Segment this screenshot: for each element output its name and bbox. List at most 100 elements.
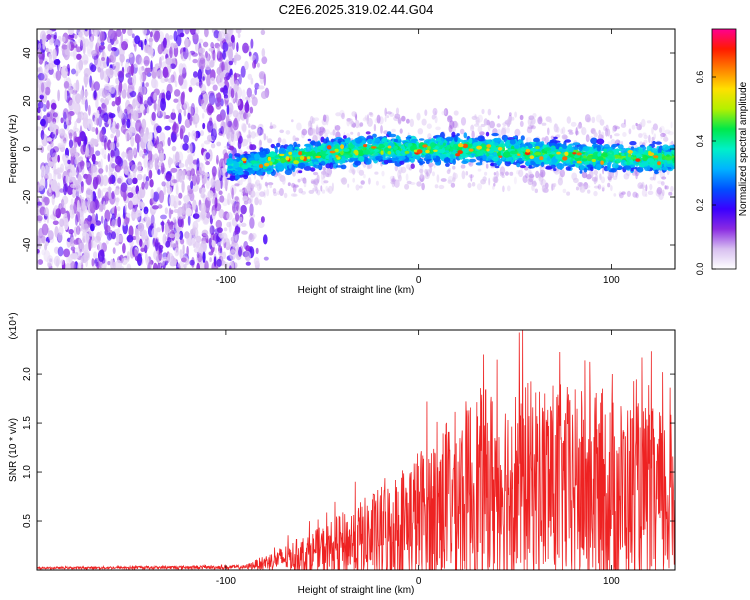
spectrogram-cell [575, 186, 580, 191]
spectrogram-cell [108, 186, 112, 200]
spectrogram-cell [596, 138, 605, 145]
spectrogram-cell [216, 258, 222, 267]
spectrogram-cell [309, 115, 314, 125]
spectrogram-cell [133, 97, 136, 104]
spectrogram-cell [269, 183, 273, 189]
spectrogram-cell [527, 171, 534, 180]
spectrogram-cell [233, 83, 239, 93]
spectrogram-cell [165, 240, 171, 248]
spectrogram-cell [474, 114, 477, 119]
spectrogram-cell [553, 136, 558, 140]
spectrogram-cell [111, 163, 116, 169]
spectrogram-cell [192, 213, 200, 220]
spectrogram-cell [108, 113, 116, 119]
spectrogram-cell [101, 147, 107, 159]
spectrogram-cell [138, 56, 143, 65]
spectrogram-cell [170, 42, 175, 49]
spectrogram-cell [74, 157, 79, 165]
spectrogram-cell [144, 38, 147, 46]
spectrogram-cell [72, 102, 80, 113]
spectrogram-cell [49, 148, 56, 158]
spectrogram-cell [87, 215, 92, 222]
spectrogram-cell [91, 154, 96, 163]
spectrogram-cell [419, 155, 426, 158]
spectrogram-cell [547, 127, 550, 136]
spectrogram-cell [92, 176, 98, 190]
spectrogram-cell [619, 192, 624, 199]
spectrogram-cell [359, 122, 364, 127]
spectrogram-cell [460, 164, 466, 169]
spectrogram-cell [176, 103, 181, 111]
spectrogram-cell [421, 118, 427, 126]
spectrogram-cell [83, 60, 88, 64]
spectrogram-cell [95, 127, 99, 135]
spectrogram-cell [177, 207, 181, 218]
spectrogram-cell [44, 178, 48, 190]
spectrogram-cell [483, 118, 488, 126]
spectrogram-cell [116, 122, 120, 130]
spectrogram-cell [584, 185, 591, 189]
spectrogram-cell [237, 131, 240, 138]
spectrogram-cell [293, 184, 299, 188]
spectrogram-cell [93, 81, 100, 91]
spectrogram-cell [102, 174, 109, 187]
spectrogram-cell [180, 238, 185, 245]
spectrogram-cell [207, 190, 214, 199]
spectrogram-cell [154, 99, 157, 112]
spectrogram-cell [89, 36, 93, 47]
spectrogram-cell [528, 164, 532, 169]
spectrogram-cell [140, 128, 144, 138]
spectrogram-cell [239, 189, 244, 193]
spectrogram-cell [256, 62, 260, 68]
spectrogram-cell [99, 31, 105, 44]
spectrogram-cell [178, 230, 184, 241]
spectrogram-cell [115, 259, 122, 269]
spectrogram-cell [65, 174, 70, 184]
spectrogram-cell [226, 221, 232, 228]
spectrogram-cell [241, 138, 249, 147]
spectrogram-cell [213, 256, 217, 267]
spectrogram-cell [609, 134, 613, 139]
spectrogram-cell [115, 197, 119, 207]
spectrogram-cell [670, 121, 673, 129]
spectrogram-cell [622, 132, 627, 137]
spectrogram-cell [164, 222, 169, 235]
spectrogram-cell [249, 54, 257, 61]
spectrogram-cell [132, 185, 136, 190]
spectrogram-cell [83, 90, 89, 97]
spectrogram-cell [174, 89, 181, 97]
spectrogram-cell [182, 67, 187, 79]
spectrogram-cell [100, 215, 104, 224]
spectrogram-cell [105, 223, 108, 236]
spectrogram-cell [664, 134, 668, 143]
spectrogram-cell [165, 174, 172, 180]
spectrogram-cell [83, 29, 90, 37]
spectrogram-cell [154, 238, 159, 252]
spectrogram-cell [212, 84, 218, 91]
spectrogram-cell [137, 222, 145, 232]
spectrogram-cell [426, 171, 429, 178]
spectrogram-cell [53, 59, 61, 65]
spectrogram-cell [80, 160, 85, 170]
spectrogram-cell [142, 29, 147, 36]
spectrogram-cell [322, 166, 326, 171]
spectrogram-cell [565, 166, 571, 171]
spectrogram-cell [664, 185, 667, 190]
spectrogram-cell [68, 229, 74, 235]
spectrogram-cell [253, 257, 260, 266]
spectrogram-cell [352, 177, 356, 183]
spectrogram-cell [649, 183, 653, 191]
spectrogram-cell [247, 97, 251, 103]
spectrogram-cell [263, 234, 268, 245]
spectrogram-cell [122, 159, 128, 171]
spectrogram-cell [382, 185, 386, 189]
spectrogram-cell [47, 230, 54, 241]
spectrogram-cell [227, 192, 231, 206]
spectrogram-cell [69, 183, 77, 189]
spectrogram-cell [177, 263, 181, 268]
spectrogram-cell [37, 73, 45, 81]
spectrogram-cell [391, 128, 396, 133]
spectrogram-cell [90, 64, 97, 73]
spectrogram-cell [645, 184, 648, 192]
spectrogram-cell [470, 124, 474, 130]
